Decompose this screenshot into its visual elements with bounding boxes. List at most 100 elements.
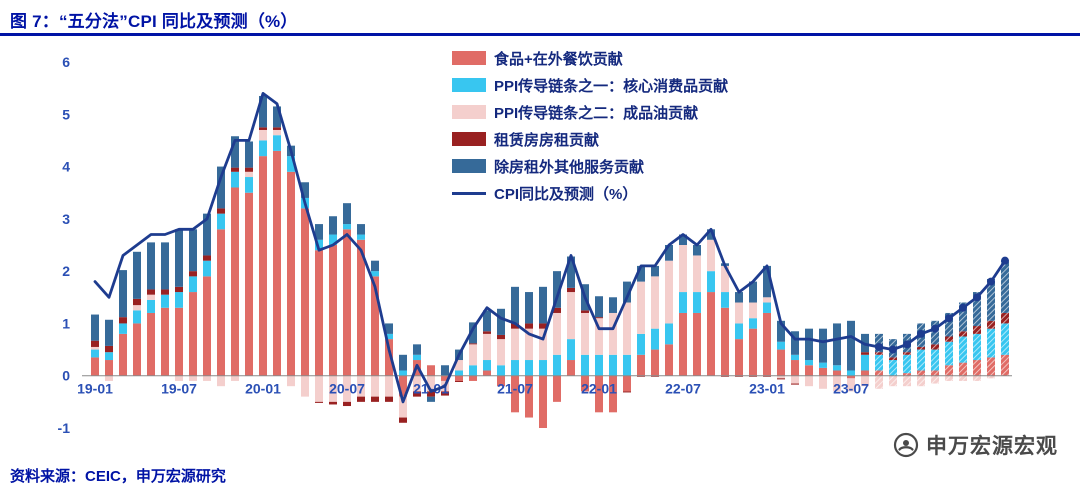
bar-segment — [819, 362, 827, 368]
bar-segment — [245, 192, 253, 376]
bar-segment — [371, 271, 379, 277]
bar-segment — [679, 245, 687, 293]
bar-segment-forecast-hatch — [875, 354, 883, 371]
bar-segment — [735, 375, 743, 377]
bar-segment — [735, 292, 743, 303]
bar-segment-forecast-hatch — [889, 375, 897, 387]
bar-segment — [595, 296, 603, 318]
bar-segment — [525, 323, 533, 329]
bar-segment — [749, 281, 757, 303]
bar-segment-forecast-hatch — [987, 320, 995, 329]
bar-segment — [259, 156, 267, 376]
bar-segment-forecast-hatch — [987, 328, 995, 358]
bar-segment — [469, 365, 477, 376]
bar-segment-forecast-hatch — [1001, 312, 1009, 324]
bar-segment — [693, 245, 701, 256]
bar-segment — [539, 375, 547, 428]
bar-segment — [637, 375, 645, 377]
bar-segment — [245, 171, 253, 178]
bar-segment-forecast-hatch — [917, 375, 925, 387]
bar-segment — [483, 370, 491, 376]
bar-segment — [357, 224, 365, 235]
bar-segment — [651, 328, 659, 350]
bar-segment — [455, 370, 463, 376]
bar-segment — [861, 354, 869, 371]
bar-segment — [763, 297, 771, 303]
brand-name: 申万宏源宏观 — [926, 435, 1058, 458]
bar-segment-forecast-hatch — [1001, 260, 1009, 313]
forecast-dot — [903, 340, 911, 349]
bar-segment — [525, 328, 533, 361]
bar-segment — [217, 166, 225, 209]
brand-watermark: 申万宏源宏观 — [893, 430, 1058, 460]
bar-segment-forecast-hatch — [931, 344, 939, 350]
bar-segment — [819, 375, 827, 389]
bar-segment — [861, 370, 869, 376]
legend-label-cpi-line: CPI同比及预测（%） — [494, 185, 638, 203]
bar-segment — [301, 208, 309, 376]
bar-segment — [791, 360, 799, 376]
bar-segment — [679, 292, 687, 313]
bar-segment — [217, 208, 225, 214]
bar-segment — [315, 375, 323, 402]
bar-segment — [469, 344, 477, 366]
bar-segment — [231, 187, 239, 376]
bar-segment — [427, 396, 435, 402]
bar-segment — [735, 339, 743, 376]
bar-segment — [665, 323, 673, 345]
bar-segment — [707, 239, 715, 272]
legend-label-food: 食品+在外餐饮贡献 — [494, 50, 623, 68]
bar-segment — [427, 391, 435, 397]
bar-segment — [623, 354, 631, 376]
bar-segment — [133, 323, 141, 376]
bar-segment — [189, 375, 197, 381]
legend-item-cpi-line: CPI同比及预测（%） — [452, 181, 728, 205]
bar-segment — [189, 271, 197, 277]
y-axis-label: 0 — [62, 368, 70, 384]
bar-segment-forecast-hatch — [945, 336, 953, 342]
bar-segment — [147, 299, 155, 313]
bar-segment — [721, 265, 729, 293]
bar-segment — [385, 323, 393, 334]
bar-segment — [161, 289, 169, 295]
bar-segment — [595, 317, 603, 319]
bar-segment — [847, 375, 855, 379]
bar-segment — [721, 307, 729, 376]
bar-segment — [273, 129, 281, 136]
bar-segment — [147, 242, 155, 290]
bar-segment-forecast-hatch — [1001, 354, 1009, 376]
bar-segment — [259, 127, 267, 130]
bar-segment — [707, 292, 715, 376]
bar-segment-forecast-hatch — [959, 331, 967, 337]
bar-segment — [133, 305, 141, 311]
bar-segment — [693, 312, 701, 376]
bar-segment-forecast-hatch — [973, 292, 981, 327]
bar-segment — [91, 340, 99, 347]
bar-segment — [203, 276, 211, 376]
brand-logo-icon — [893, 432, 919, 458]
bar-segment — [483, 333, 491, 361]
bar-segment — [581, 312, 589, 355]
bar-segment-forecast-hatch — [903, 352, 911, 355]
bar-segment — [567, 287, 575, 293]
bar-segment-forecast-hatch — [987, 375, 995, 379]
bar-segment — [399, 375, 407, 397]
bar-segment — [553, 312, 561, 355]
bar-segment — [763, 265, 771, 298]
bar-segment — [637, 281, 645, 334]
y-axis-label: 4 — [62, 159, 70, 175]
bar-segment — [567, 339, 575, 361]
bar-segment — [721, 292, 729, 308]
chart-legend: 食品+在外餐饮贡献 PPI传导链条之一：核心消费品贡献 PPI传导链条之二：成品… — [452, 46, 728, 205]
bar-segment — [791, 354, 799, 361]
bar-segment — [637, 333, 645, 355]
bar-segment — [581, 375, 589, 392]
forecast-dot — [987, 277, 995, 286]
bar-segment — [539, 328, 547, 361]
bar-segment — [791, 331, 799, 355]
bar-segment — [483, 331, 491, 334]
bar-segment — [231, 375, 239, 381]
bar-segment — [217, 229, 225, 376]
legend-swatch-refined-oil — [452, 105, 486, 119]
x-axis-label: 19-07 — [161, 381, 197, 397]
